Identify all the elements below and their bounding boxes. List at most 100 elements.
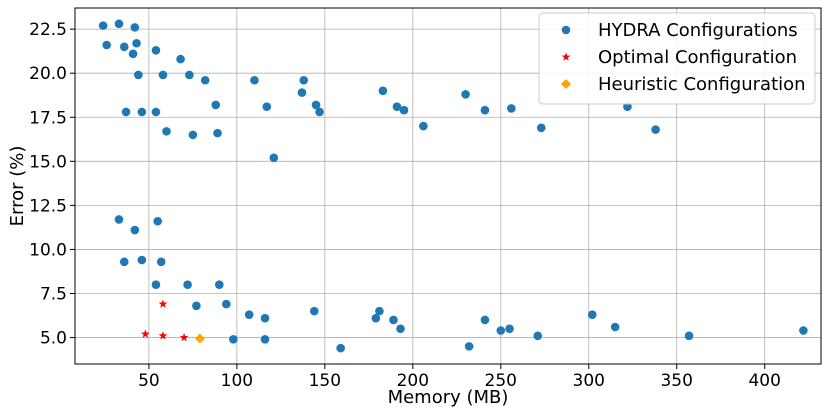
hydra-config-point xyxy=(371,313,381,323)
y-tick-label: 20.0 xyxy=(29,64,67,84)
hydra-config-point xyxy=(119,257,129,267)
hydra-config-point xyxy=(262,102,272,111)
hydra-config-point xyxy=(183,280,192,289)
hydra-config-point xyxy=(128,49,138,59)
optimal-config-point xyxy=(179,332,189,342)
y-tick-label: 22.5 xyxy=(29,20,67,40)
hydra-config-point xyxy=(98,21,108,30)
hydra-config-point xyxy=(623,102,632,111)
y-tick-label: 10.0 xyxy=(29,240,67,260)
hydra-config-point xyxy=(269,153,279,163)
hydra-config-point xyxy=(536,123,546,133)
hydra-config-point xyxy=(188,130,198,140)
y-tick-label: 7.5 xyxy=(40,285,67,305)
tick-labels: 50 100 150 200 250 300 350 400 5.0 7.5 10.0 12.5 15.… xyxy=(29,20,781,391)
hydra-config-point xyxy=(533,331,543,341)
hydra-config-point xyxy=(419,121,428,131)
hydra-config-point xyxy=(684,331,694,341)
legend-box xyxy=(538,12,816,105)
hydra-config-point xyxy=(137,107,147,117)
hydra-config-point xyxy=(375,306,384,316)
x-tick-label: 400 xyxy=(748,371,780,391)
hydra-config-point xyxy=(311,100,321,110)
hydra-config-point xyxy=(315,107,324,117)
hydra-config-point xyxy=(121,107,131,117)
hydra-config-point xyxy=(114,19,124,29)
hydra-config-point xyxy=(480,105,490,115)
hydra-config-point xyxy=(464,342,474,351)
hydra-config-point xyxy=(162,127,171,136)
legend-label: Heuristic Configuration xyxy=(598,74,806,95)
hydra-config-point xyxy=(214,280,224,289)
hydra-config-point xyxy=(114,215,124,224)
x-tick-label: 250 xyxy=(485,371,517,391)
chart-legend: HYDRA Configurations Optimal Configuratio… xyxy=(538,12,816,105)
legend-marker xyxy=(561,79,571,89)
y-tick-label: 17.5 xyxy=(29,108,67,128)
y-tick-label: 5.0 xyxy=(40,329,67,349)
hydra-config-point xyxy=(134,70,143,80)
heuristic-config-point xyxy=(194,333,205,344)
hydra-config-point xyxy=(192,301,201,311)
hydra-config-point xyxy=(389,315,398,325)
legend-label: Optimal Configuration xyxy=(598,47,797,68)
hydra-config-point xyxy=(260,313,270,323)
hydra-config-point xyxy=(378,86,388,96)
x-tick-label: 50 xyxy=(138,371,160,391)
hydra-config-point xyxy=(250,75,259,85)
hydra-config-point xyxy=(200,75,210,85)
hydra-config-point xyxy=(229,335,238,344)
data-points xyxy=(98,19,808,353)
hydra-config-point xyxy=(185,70,194,80)
hydra-config-point xyxy=(153,216,162,226)
plot-area-frame xyxy=(74,7,822,365)
hydra-config-point xyxy=(505,324,514,334)
hydra-config-point xyxy=(396,324,405,334)
x-tick-label: 300 xyxy=(573,371,605,391)
y-tick-label: 12.5 xyxy=(29,196,67,216)
x-tick-label: 150 xyxy=(309,371,341,391)
optimal-config-point xyxy=(158,331,168,340)
optimal-config-point xyxy=(158,299,168,308)
x-tick-label: 200 xyxy=(397,371,429,391)
hydra-config-point xyxy=(399,105,409,115)
hydra-config-point xyxy=(130,23,140,32)
hydra-config-point xyxy=(132,38,141,48)
hydra-config-point xyxy=(130,225,140,235)
hydra-config-point xyxy=(211,100,221,110)
hydra-config-point xyxy=(222,299,231,309)
hydra-config-point xyxy=(610,322,620,332)
hydra-config-point xyxy=(480,315,490,325)
x-tick-label: 350 xyxy=(660,371,692,391)
x-axis-label: Memory (MB) xyxy=(388,387,509,408)
hydra-config-point xyxy=(392,102,402,111)
hydra-config-point xyxy=(151,45,161,55)
x-tick-label: 100 xyxy=(221,371,253,391)
hydra-config-point xyxy=(137,255,147,265)
hydra-config-point xyxy=(151,280,161,289)
hydra-config-point xyxy=(244,310,254,319)
hydra-config-point xyxy=(158,70,168,80)
hydra-config-point xyxy=(260,335,270,344)
y-tick-label: 15.0 xyxy=(29,152,67,172)
optimal-config-point xyxy=(141,329,150,338)
legend-marker xyxy=(561,25,571,35)
y-axis-label: Error (%) xyxy=(7,146,28,227)
hydra-config-point xyxy=(299,75,309,85)
hydra-config-point xyxy=(297,88,307,97)
hydra-config-point xyxy=(496,326,506,335)
hydra-config-point xyxy=(156,257,166,267)
hydra-config-point xyxy=(213,128,222,138)
hydra-config-point xyxy=(336,343,345,353)
hydra-config-point xyxy=(102,40,111,50)
legend-marker xyxy=(561,52,571,61)
hydra-config-point xyxy=(651,125,660,134)
hydra-config-point xyxy=(799,326,808,335)
hydra-config-point xyxy=(507,104,516,113)
hydra-config-point xyxy=(309,306,319,316)
hydra-config-point xyxy=(461,90,470,99)
hydra-config-point xyxy=(119,42,129,52)
hydra-config-point xyxy=(176,54,185,64)
hydra-config-point xyxy=(587,310,597,319)
